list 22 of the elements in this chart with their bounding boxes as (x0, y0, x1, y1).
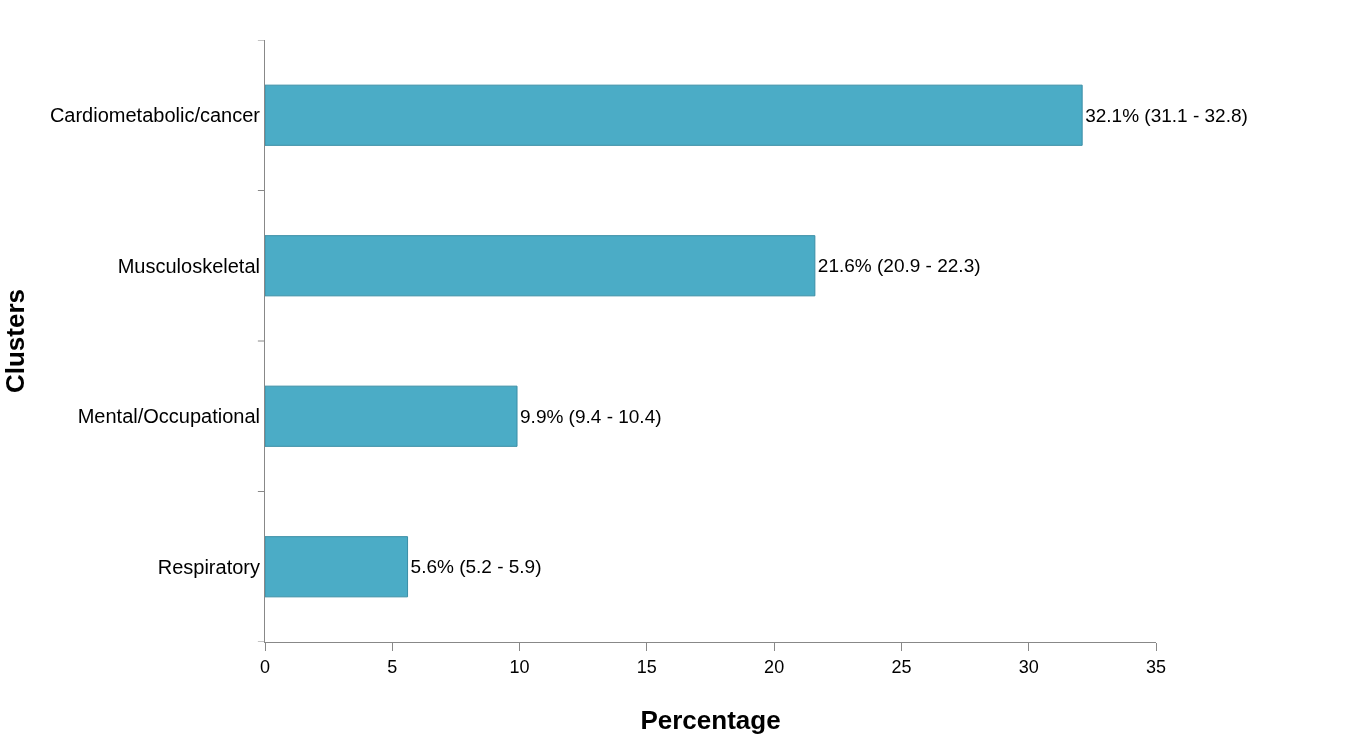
data-label: 5.6% (5.2 - 5.9) (410, 556, 542, 578)
x-tick-label: 35 (1145, 656, 1167, 677)
data-label: 9.9% (9.4 - 10.4) (520, 405, 662, 427)
x-tick-label: 0 (259, 656, 271, 677)
bar (265, 385, 518, 447)
data-label: 32.1% (31.1 - 32.8) (1085, 104, 1248, 126)
x-tick-label: 25 (891, 656, 912, 677)
x-tick-label: 30 (1018, 656, 1039, 677)
x-tick-label: 15 (636, 656, 657, 677)
y-tick-label: Cardiometabolic/cancer (49, 104, 261, 127)
x-tick-label: 20 (764, 656, 785, 677)
x-tick-label: 10 (509, 656, 530, 677)
bar (265, 84, 1083, 146)
x-tick-label: 5 (387, 656, 398, 677)
data-label: 21.6% (20.9 - 22.3) (817, 255, 981, 277)
x-axis-title: Percentage (640, 705, 781, 736)
bar (265, 536, 409, 598)
bar (265, 235, 816, 297)
y-tick-label: Mental/Occupational (77, 405, 260, 428)
y-axis-title: Clusters (0, 288, 30, 394)
y-tick-label: Musculoskeletal (117, 254, 260, 277)
y-tick-label: Respiratory (157, 555, 260, 578)
